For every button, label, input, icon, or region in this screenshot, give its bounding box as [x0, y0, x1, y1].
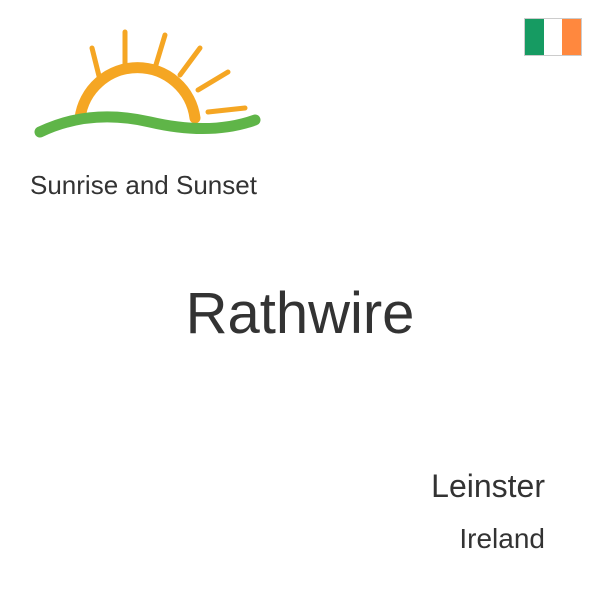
- region-label: Leinster: [431, 468, 545, 505]
- tagline-text: Sunrise and Sunset: [30, 170, 257, 201]
- country-label: Ireland: [459, 523, 545, 555]
- country-flag: [524, 18, 582, 56]
- flag-stripe-green: [525, 19, 544, 55]
- flag-stripe-white: [544, 19, 563, 55]
- sunrise-logo: [30, 20, 270, 160]
- flag-stripe-orange: [562, 19, 581, 55]
- location-title: Rathwire: [0, 280, 600, 347]
- sunrise-icon: [30, 20, 270, 160]
